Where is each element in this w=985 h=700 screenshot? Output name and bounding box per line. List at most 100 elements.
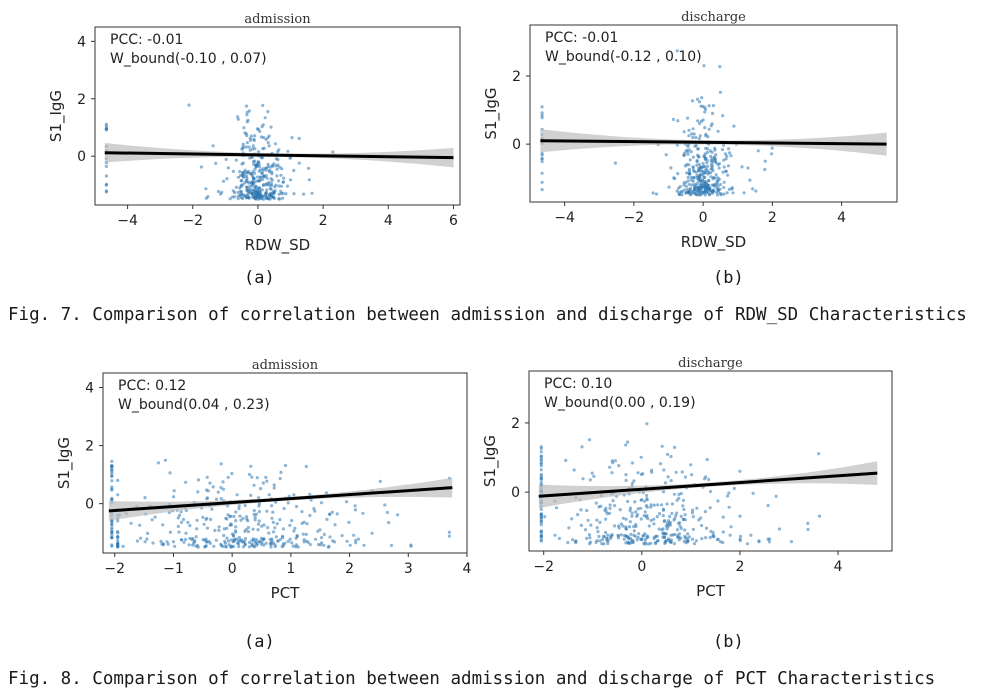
data-point (655, 515, 659, 519)
data-point (661, 514, 665, 518)
data-point (261, 103, 265, 107)
data-point (656, 503, 660, 507)
data-point (212, 544, 216, 548)
data-point (682, 539, 686, 543)
data-point (296, 545, 300, 549)
data-point (245, 193, 249, 197)
data-point (272, 486, 276, 490)
data-point (256, 528, 260, 532)
data-point (649, 541, 653, 545)
data-point (691, 527, 695, 532)
data-point (246, 530, 250, 534)
data-point (633, 534, 637, 538)
data-point (669, 533, 673, 537)
data-point (716, 193, 720, 197)
data-point (265, 509, 269, 513)
data-point (661, 531, 665, 535)
wbound-annotation: W_bound(-0.10 , 0.07) (110, 51, 267, 67)
data-point (590, 471, 594, 475)
data-point (257, 519, 261, 523)
data-point (165, 540, 169, 544)
chart-panel-1: −4 −2 0 2 4 0 2 discharge RDW_SD S1_IgG PCC: -0.01… (482, 10, 898, 252)
data-point (262, 174, 266, 178)
data-point (698, 175, 702, 179)
data-point (729, 525, 733, 529)
data-point (240, 147, 244, 151)
data-point (703, 152, 707, 156)
data-point (222, 527, 226, 531)
data-point (686, 179, 691, 183)
data-point (269, 187, 273, 191)
data-point (208, 481, 212, 485)
data-point (727, 491, 731, 495)
data-point (721, 170, 725, 174)
x-tick-label: 3 (404, 561, 413, 577)
data-point (331, 150, 335, 154)
data-point (716, 162, 720, 167)
data-point (641, 472, 645, 476)
data-point (588, 540, 593, 544)
data-point (286, 149, 290, 153)
data-point (176, 524, 180, 529)
data-point (713, 157, 718, 161)
data-point (204, 488, 209, 492)
data-point (675, 528, 680, 532)
data-point (666, 525, 670, 529)
data-point (587, 533, 592, 537)
data-point (639, 506, 643, 510)
data-point (260, 196, 264, 201)
data-point (344, 500, 349, 504)
data-point (649, 518, 653, 523)
data-point (703, 477, 707, 481)
data-point (259, 487, 263, 491)
data-point (676, 535, 680, 539)
data-point (253, 167, 257, 171)
data-point (645, 422, 649, 426)
data-point (672, 176, 676, 180)
y-tick-label: 0 (77, 149, 86, 165)
x-tick-label: 2 (345, 561, 354, 577)
data-point (710, 167, 714, 171)
chart-title: discharge (681, 10, 746, 25)
data-point (690, 473, 694, 477)
data-point (540, 157, 544, 161)
data-point (610, 459, 614, 463)
chart-title: discharge (678, 356, 743, 371)
data-point (691, 166, 695, 170)
data-point (246, 189, 250, 193)
chart-title: admission (244, 12, 311, 27)
data-point (307, 178, 311, 182)
data-point (687, 182, 692, 187)
data-point (663, 481, 668, 485)
data-point (539, 457, 543, 461)
data-point (330, 510, 334, 514)
data-point (694, 170, 698, 174)
data-point (279, 184, 283, 188)
y-tick-label: 2 (512, 69, 521, 85)
data-point (354, 538, 358, 543)
data-point (668, 514, 672, 519)
data-point (717, 166, 721, 170)
chart-panel-0: −4 −2 0 2 4 6 0 2 4 admission RDW_SD S1_IgG PCC: -0.… (47, 12, 461, 255)
scatter-points (110, 458, 451, 549)
data-point (279, 470, 283, 474)
pcc-annotation: PCC: 0.12 (118, 378, 186, 394)
data-point (611, 499, 615, 503)
data-point (704, 182, 708, 186)
data-point (245, 185, 249, 189)
data-point (304, 464, 308, 469)
data-point (258, 175, 262, 179)
data-point (267, 134, 271, 138)
data-point (763, 159, 767, 163)
data-point (238, 186, 242, 190)
data-point (219, 192, 223, 196)
data-point (199, 165, 203, 169)
data-point (720, 148, 725, 152)
data-point (236, 190, 240, 194)
data-point (261, 183, 266, 188)
scatter-points (540, 49, 774, 197)
data-point (239, 189, 243, 193)
data-point (712, 176, 716, 180)
data-point (671, 117, 676, 121)
data-point (378, 479, 382, 483)
